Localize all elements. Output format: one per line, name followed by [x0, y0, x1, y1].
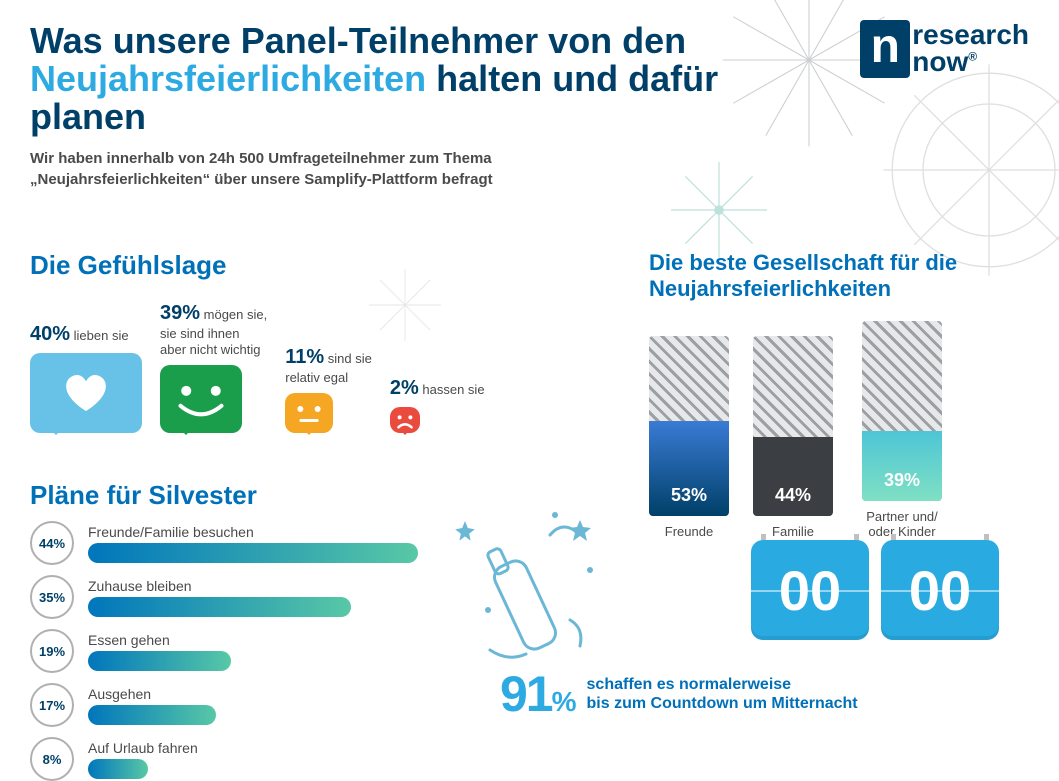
plan-percent: 8%	[30, 737, 74, 781]
plan-bar	[88, 705, 216, 725]
feeling-item: 2% hassen sie	[390, 376, 485, 433]
plan-percent: 19%	[30, 629, 74, 673]
countdown-clock: 00 00	[751, 540, 999, 640]
plan-bar	[88, 543, 418, 563]
plan-label: Auf Urlaub fahren	[88, 740, 450, 756]
company-column: 39% Partner und/ oder Kinder	[857, 321, 947, 540]
plan-percent: 44%	[30, 521, 74, 565]
page-title: Was unsere Panel-Teilnehmer von den Neuj…	[30, 22, 730, 135]
company-bar: 39%	[862, 321, 942, 501]
plan-row: 44% Freunde/Familie besuchen	[30, 521, 450, 565]
feeling-bubble-icon	[390, 407, 420, 433]
plans-heading: Pläne für Silvester	[30, 480, 450, 511]
feeling-bubble-icon	[30, 353, 142, 433]
feeling-label: 40% lieben sie	[30, 322, 142, 347]
plan-label: Zuhause bleiben	[88, 578, 450, 594]
plan-row: 17% Ausgehen	[30, 683, 450, 727]
plan-label: Essen gehen	[88, 632, 450, 648]
feeling-label: 2% hassen sie	[390, 376, 485, 401]
flip-digit: 00	[881, 540, 999, 640]
feelings-heading: Die Gefühlslage	[30, 250, 550, 281]
plan-bar	[88, 597, 351, 617]
champagne-icon	[430, 500, 630, 680]
plan-label: Freunde/Familie besuchen	[88, 524, 450, 540]
company-label: Freunde	[665, 524, 713, 540]
feeling-bubble-icon	[160, 365, 242, 433]
feeling-item: 40% lieben sie	[30, 322, 142, 433]
plan-row: 35% Zuhause bleiben	[30, 575, 450, 619]
feeling-bubble-icon	[285, 393, 333, 433]
flip-digit: 00	[751, 540, 869, 640]
plan-row: 19% Essen gehen	[30, 629, 450, 673]
logo: nresearchnow®	[860, 20, 1029, 78]
company-heading: Die beste Gesellschaft für die Neujahrsf…	[649, 250, 1029, 303]
company-column: 53% Freunde	[649, 336, 729, 540]
feeling-label: 39% mögen sie,sie sind ihnenaber nicht w…	[160, 301, 267, 359]
stat-91: 91% schaffen es normalerweisebis zum Cou…	[500, 665, 858, 723]
company-bar: 53%	[649, 336, 729, 516]
company-column: 44% Familie	[753, 336, 833, 540]
feeling-item: 11% sind sierelativ egal	[285, 345, 372, 432]
page-subtitle: Wir haben innerhalb von 24h 500 Umfraget…	[30, 149, 590, 190]
company-section: Die beste Gesellschaft für die Neujahrsf…	[649, 250, 1029, 540]
plan-percent: 17%	[30, 683, 74, 727]
plan-percent: 35%	[30, 575, 74, 619]
feeling-label: 11% sind sierelativ egal	[285, 345, 372, 386]
plan-row: 8% Auf Urlaub fahren	[30, 737, 450, 781]
feeling-item: 39% mögen sie,sie sind ihnenaber nicht w…	[160, 301, 267, 433]
company-bar: 44%	[753, 336, 833, 516]
plans-section: Pläne für Silvester 44% Freunde/Familie …	[30, 480, 450, 781]
plan-bar	[88, 651, 231, 671]
feelings-section: Die Gefühlslage 40% lieben sie 39% mögen…	[30, 250, 550, 433]
plan-bar	[88, 759, 148, 779]
plan-label: Ausgehen	[88, 686, 450, 702]
